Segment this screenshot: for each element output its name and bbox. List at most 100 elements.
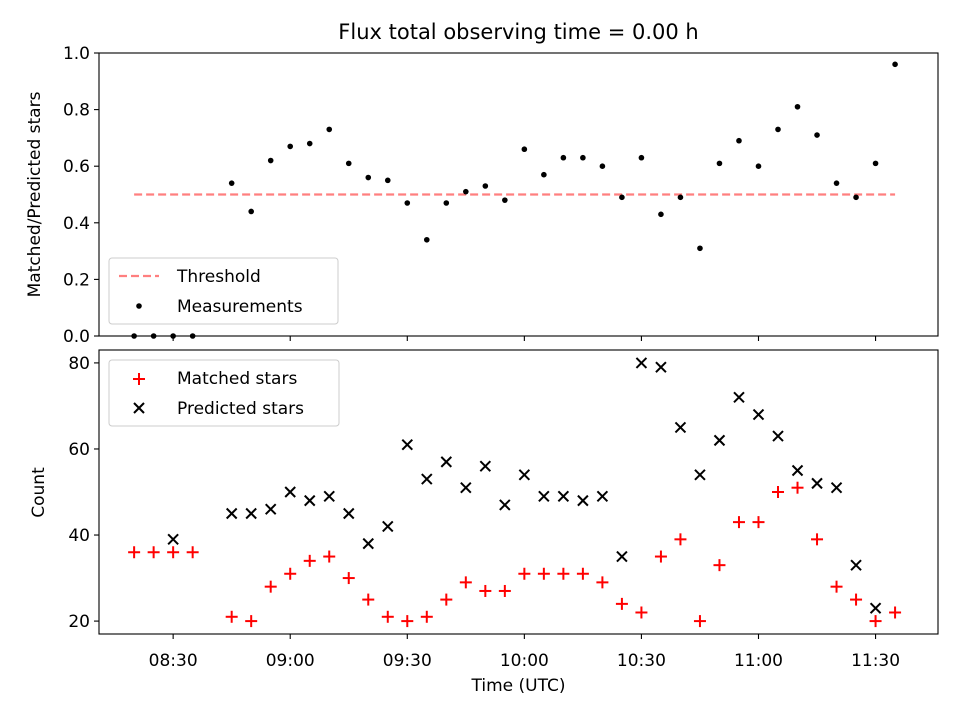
measurement-point: [248, 208, 254, 215]
matched-point: [732, 516, 745, 529]
bottom-x-ticks: 08:30 09:00 09:30 10:00 10:30 11:00 11:30: [149, 634, 900, 671]
measurement-point: [306, 140, 313, 147]
measurement-point: [521, 146, 528, 153]
top-y-tick-label: 0.2: [63, 270, 90, 290]
bottom-y-tick-label: 80: [68, 354, 90, 374]
predicted-point: [752, 408, 765, 421]
predicted-point: [304, 494, 316, 507]
bottom-panel: Count 20 40 60 80 08:30 09:00 09:30 10:00 10:30…: [29, 349, 939, 696]
predicted-point: [733, 391, 745, 404]
measurement-point: [482, 183, 489, 189]
predicted-point: [596, 490, 609, 503]
legend-measurements-swatch: [136, 303, 142, 309]
legend-predicted-label: Predicted stars: [177, 399, 304, 419]
matched-point: [381, 610, 394, 623]
matched-point: [752, 516, 765, 529]
bottom-xlabel: Time (UTC): [471, 676, 566, 696]
matched-point: [537, 567, 550, 580]
predicted-point: [811, 477, 823, 490]
predicted-point: [323, 490, 335, 503]
top-legend-box: [108, 257, 339, 325]
measurement-point: [755, 163, 762, 169]
predicted-point: [850, 559, 862, 571]
matched-point: [264, 580, 277, 593]
matched-point: [811, 533, 824, 546]
predicted-point: [830, 481, 843, 494]
legend-measurements-label: Measurements: [177, 297, 303, 317]
top-plot-area: [131, 61, 898, 339]
predicted-point: [264, 503, 277, 515]
predicted-point: [479, 460, 492, 472]
matched-point: [869, 615, 882, 628]
measurement-point: [541, 171, 547, 178]
bottom-ylabel: Count: [29, 467, 49, 518]
measurement-point: [677, 194, 684, 201]
predicted-point: [382, 520, 394, 533]
matched-point: [342, 572, 355, 585]
predicted-point: [460, 481, 472, 494]
top-legend: Threshold Measurements: [108, 257, 339, 325]
predicted-point: [616, 550, 628, 563]
matched-point: [128, 546, 141, 559]
matched-point: [674, 533, 687, 546]
measurement-point: [716, 160, 723, 167]
legend-matched-swatch: [133, 373, 145, 385]
measurement-point: [697, 245, 703, 252]
measurement-point: [502, 197, 508, 203]
predicted-point: [499, 499, 511, 511]
top-y-tick-label: 0.6: [63, 157, 90, 177]
measurement-point: [658, 211, 664, 218]
matched-point: [772, 486, 785, 498]
bottom-x-tick-label: 11:00: [734, 651, 783, 671]
predicted-point: [225, 507, 238, 520]
predicted-point: [655, 361, 667, 373]
measurement-point: [599, 163, 606, 169]
matched-point: [830, 580, 843, 593]
matched-point: [889, 606, 902, 619]
measurement-point: [326, 126, 333, 133]
top-y-tick-label: 1.0: [63, 44, 90, 64]
measurement-point: [833, 180, 840, 186]
predicted-point: [791, 464, 804, 477]
matched-point: [323, 550, 336, 563]
chart-title: Flux total observing time = 0.00 h: [338, 20, 698, 44]
predicted-point: [635, 357, 648, 369]
measurement-point: [794, 103, 801, 110]
measurement-point: [228, 180, 235, 186]
legend-threshold-label: Threshold: [176, 267, 261, 287]
measurement-point: [384, 177, 391, 184]
predicted-point: [245, 507, 257, 520]
predicted-point: [440, 456, 453, 468]
matched-point: [791, 481, 804, 494]
top-y-tick-label: 0.4: [63, 214, 90, 234]
matched-point: [615, 597, 628, 610]
matched-point: [147, 546, 160, 559]
predicted-point: [167, 533, 179, 546]
predicted-point: [343, 507, 355, 520]
measurement-point: [463, 188, 469, 195]
measurement-point: [814, 132, 820, 138]
bottom-legend: Matched stars Predicted stars: [108, 359, 340, 427]
matched-point: [850, 593, 863, 606]
top-y-ticks: 0.0 0.2 0.4 0.6 0.8 1.0: [63, 44, 99, 347]
top-panel: Matched/Predicted stars 0.0 0.2 0.4 0.6 0.8 1…: [25, 44, 939, 347]
matched-point: [245, 615, 258, 628]
bottom-y-ticks: 20 40 60 80: [68, 354, 99, 632]
matched-point: [303, 554, 316, 567]
matched-point: [167, 546, 180, 559]
measurement-point: [365, 174, 372, 181]
matched-point: [362, 593, 375, 606]
predicted-point: [518, 469, 531, 481]
bottom-x-tick-label: 09:00: [266, 651, 315, 671]
measurement-point: [872, 160, 879, 167]
matched-point: [440, 593, 453, 606]
bottom-axes-frame: [98, 349, 939, 635]
measurement-point: [853, 194, 859, 201]
predicted-point: [538, 490, 550, 503]
predicted-point: [577, 494, 589, 507]
measurement-point: [345, 160, 352, 167]
matched-point: [518, 567, 531, 580]
matched-point: [635, 606, 648, 619]
bottom-x-tick-label: 11:30: [851, 651, 900, 671]
bottom-legend-box: [108, 359, 340, 427]
